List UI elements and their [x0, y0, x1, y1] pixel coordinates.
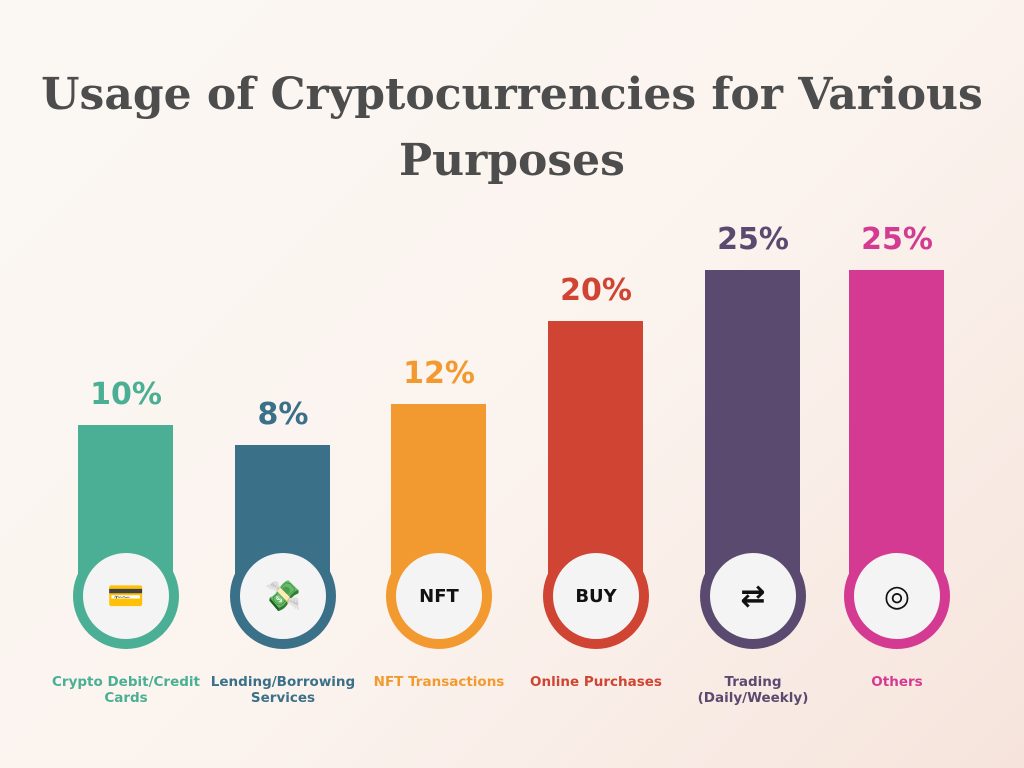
credit-card-icon: 💳: [73, 543, 179, 649]
data-label: 25%: [861, 221, 933, 257]
data-label: 20%: [560, 273, 632, 309]
bar-group: 10% 💳 Crypto Debit/Credit Cards: [52, 0, 200, 768]
bar-group: 8% 💸 Lending/Borrowing Services: [211, 0, 355, 768]
category-label: Online Purchases: [530, 674, 662, 690]
bar-group: 12% NFT NFT Transactions: [374, 0, 505, 768]
buy-button-icon: BUY: [543, 543, 649, 649]
bar-group: 20% BUY Online Purchases: [530, 0, 662, 768]
target-icon: ◎: [844, 543, 950, 649]
category-label: NFT Transactions: [373, 674, 505, 690]
bar-group: 25% ◎ Others: [837, 0, 957, 768]
data-label: 10%: [90, 376, 162, 412]
data-label: 12%: [403, 356, 475, 392]
category-label: Lending/Borrowing Services: [210, 674, 356, 706]
chart-title: Usage of Cryptocurrencies for Various Pu…: [41, 69, 983, 186]
data-label: 8%: [257, 397, 309, 433]
data-label: 25%: [717, 221, 789, 257]
money-hand-icon: 💸: [230, 543, 336, 649]
bar-group: 25% ⇄ Trading (Daily/Weekly): [693, 0, 813, 768]
handshake-trade-icon: ⇄: [700, 543, 806, 649]
category-label: Crypto Debit/Credit Cards: [52, 674, 200, 706]
nft-hand-icon: NFT: [386, 543, 492, 649]
category-label: Trading (Daily/Weekly): [697, 674, 809, 706]
category-label: Others: [871, 674, 923, 690]
